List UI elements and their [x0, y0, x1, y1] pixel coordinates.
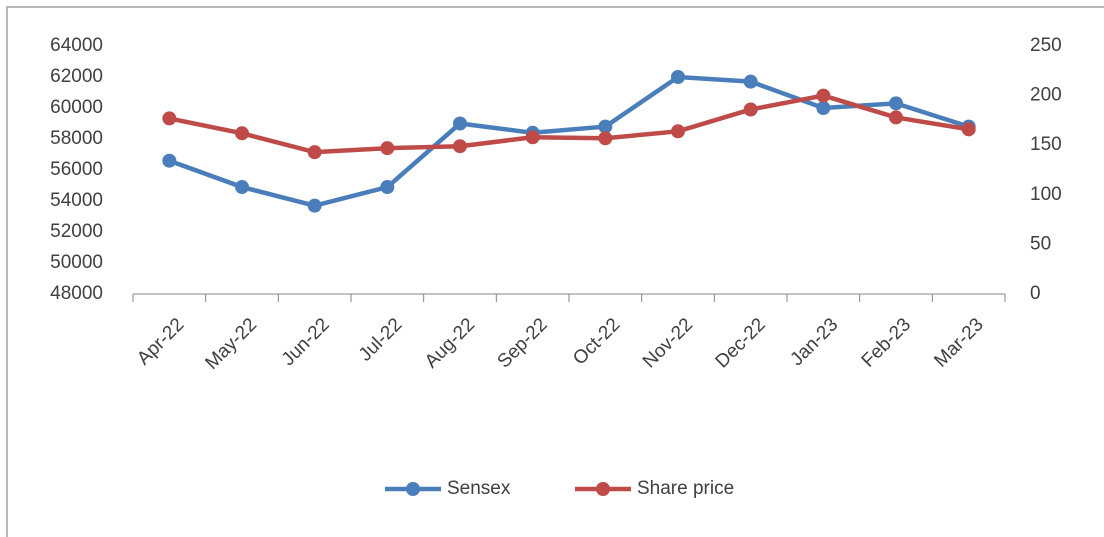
y2-tick-label: 100 [1030, 184, 1062, 205]
x-tick-label: Sep-22 [494, 314, 552, 372]
series-marker [453, 116, 467, 131]
x-tick-label: Dec-22 [712, 314, 770, 372]
series-marker [162, 153, 177, 168]
chart-frame [6, 6, 1104, 537]
series-marker [743, 102, 758, 117]
series-marker [380, 180, 395, 195]
legend-marker [596, 482, 610, 496]
x-tick-label: May-22 [201, 314, 261, 374]
y-tick-label: 48000 [50, 283, 103, 304]
series-marker [235, 180, 249, 195]
series-marker [816, 88, 831, 103]
x-tick-label: Jul-22 [355, 314, 406, 365]
series-marker [743, 74, 758, 89]
series-line [168, 93, 970, 155]
series-marker [671, 124, 685, 139]
y-tick-label: 50000 [50, 252, 103, 273]
series-marker [380, 141, 395, 156]
x-tick-label: Jan-23 [786, 314, 842, 370]
x-tick-label: Aug-22 [421, 314, 479, 372]
x-tick-label: Feb-23 [858, 314, 915, 371]
series-marker [598, 131, 613, 146]
series-marker [816, 101, 831, 115]
series-marker [525, 130, 540, 145]
series-marker [671, 70, 685, 84]
x-tick-label: Jun-22 [278, 314, 334, 370]
legend-label: Share price [637, 478, 734, 499]
legend-label: Sensex [447, 478, 511, 499]
series-marker [162, 111, 177, 126]
series-line [168, 74, 970, 208]
y2-tick-label: 50 [1030, 233, 1051, 254]
y-tick-label: 58000 [50, 128, 103, 149]
legend-marker [406, 482, 420, 496]
x-tick-label: Mar-23 [930, 314, 987, 371]
y-tick-label: 60000 [50, 97, 103, 118]
series-marker [598, 119, 613, 134]
series-marker [235, 126, 249, 141]
y2-tick-label: 200 [1030, 85, 1062, 106]
series-marker [961, 122, 976, 137]
series-marker [889, 110, 903, 125]
y-tick-label: 64000 [50, 35, 103, 56]
y2-tick-label: 150 [1030, 134, 1062, 155]
y-tick-label: 62000 [50, 66, 103, 87]
y-tick-label: 56000 [50, 159, 103, 180]
x-tick-label: Oct-22 [569, 314, 624, 369]
y2-tick-label: 0 [1030, 283, 1041, 304]
series-marker [889, 96, 903, 111]
x-tick-label: Apr-22 [133, 314, 188, 369]
x-tick-label: Nov-22 [639, 314, 697, 372]
series-marker [307, 198, 322, 213]
series-marker [307, 145, 322, 160]
y-tick-label: 52000 [50, 221, 103, 242]
y-tick-label: 54000 [50, 190, 103, 211]
series-marker [453, 139, 467, 154]
y2-tick-label: 250 [1030, 35, 1062, 56]
